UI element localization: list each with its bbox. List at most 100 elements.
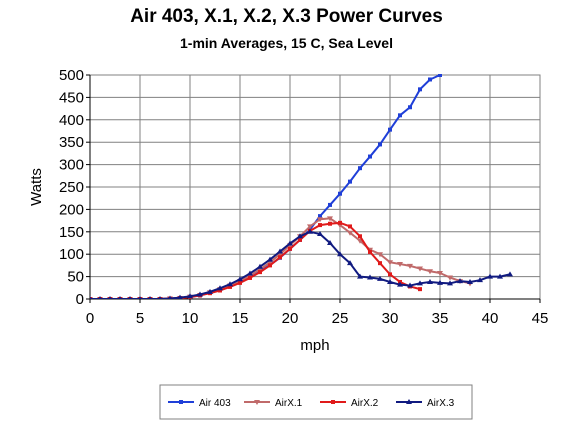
data-point-airx-3 — [247, 270, 253, 276]
y-tick-label: 300 — [59, 157, 84, 174]
legend-item-airx-3: AirX.3 — [396, 398, 455, 409]
x-tick-label: 5 — [136, 310, 144, 327]
data-point-air-403 — [438, 74, 442, 77]
data-point-airx-2 — [348, 224, 352, 229]
data-point-air-403 — [328, 202, 332, 207]
data-point-airx-2 — [298, 237, 302, 242]
data-point-airx-1 — [447, 275, 453, 281]
data-point-airx-1 — [427, 269, 433, 275]
y-tick-label: 500 — [59, 67, 84, 84]
data-point-airx-3 — [187, 293, 193, 299]
data-point-airx-3 — [377, 275, 383, 281]
legend-item-airx-2: AirX.2 — [320, 398, 379, 409]
data-point-airx-2 — [258, 270, 262, 275]
data-point-airx-2 — [418, 287, 422, 292]
data-point-airx-2 — [248, 275, 252, 280]
y-tick-label: 100 — [59, 246, 84, 263]
data-point-airx-3 — [317, 231, 323, 237]
series-layer — [90, 74, 513, 299]
data-point-airx-2 — [358, 234, 362, 239]
data-point-airx-3 — [457, 278, 463, 284]
legend-label: Air 403 — [199, 398, 231, 409]
data-point-airx-3 — [128, 296, 132, 299]
y-tick-label: 0 — [76, 291, 84, 308]
data-point-air-403 — [358, 166, 362, 171]
data-point-airx-3 — [357, 273, 363, 279]
data-point-airx-3 — [327, 240, 333, 245]
data-point-airx-3 — [237, 276, 243, 282]
data-point-airx-2 — [378, 261, 382, 266]
data-point-air-403 — [408, 105, 412, 110]
data-point-airx-2 — [368, 249, 372, 254]
series-airx-3 — [90, 228, 513, 299]
data-point-air-403 — [388, 127, 392, 132]
data-point-airx-3 — [487, 273, 493, 279]
x-tick-label: 45 — [532, 310, 549, 327]
data-point-airx-2 — [278, 255, 282, 260]
data-point-airx-3 — [407, 282, 413, 288]
data-point-airx-3 — [427, 278, 433, 284]
data-point-airx-3 — [257, 263, 263, 269]
data-point-airx-3 — [227, 281, 233, 287]
y-tick-label: 200 — [59, 201, 84, 218]
data-point-airx-3 — [138, 296, 142, 299]
data-point-airx-3 — [477, 277, 483, 283]
data-point-airx-3 — [197, 291, 203, 297]
data-point-air-403 — [398, 113, 402, 118]
data-point-airx-3 — [148, 296, 152, 299]
chart-title: Air 403, X.1, X.2, X.3 Power Curves — [130, 6, 443, 27]
data-point-airx-3 — [397, 281, 403, 287]
data-point-airx-3 — [507, 271, 513, 277]
y-tick-label: 450 — [59, 89, 84, 106]
data-point-airx-2 — [268, 263, 272, 268]
x-tick-label: 25 — [332, 310, 349, 327]
legend-swatch-marker — [179, 400, 183, 404]
chart-subtitle: 1-min Averages, 15 C, Sea Level — [180, 35, 393, 51]
legend-swatch-marker — [331, 400, 335, 404]
data-point-airx-1 — [417, 266, 423, 272]
data-point-airx-3 — [217, 285, 223, 291]
data-point-airx-3 — [437, 279, 443, 285]
data-point-airx-3 — [158, 296, 162, 299]
y-tick-label: 400 — [59, 112, 84, 129]
legend-label: AirX.2 — [351, 398, 379, 409]
x-tick-label: 10 — [182, 310, 199, 327]
data-point-airx-1 — [347, 230, 353, 236]
legend-swatch-marker — [254, 400, 260, 405]
data-point-airx-1 — [327, 216, 333, 222]
y-axis-title: Watts — [28, 168, 45, 206]
data-point-airx-3 — [497, 273, 503, 279]
x-tick-label: 35 — [432, 310, 449, 327]
data-point-airx-3 — [297, 233, 303, 239]
data-point-airx-3 — [307, 228, 313, 234]
data-point-airx-3 — [387, 278, 393, 284]
data-point-airx-2 — [288, 246, 292, 251]
data-point-airx-3 — [267, 256, 273, 262]
data-point-airx-3 — [118, 296, 122, 299]
data-point-air-403 — [428, 77, 432, 82]
series-line-airx-2 — [90, 221, 421, 299]
data-point-airx-3 — [347, 260, 353, 266]
data-point-airx-3 — [467, 278, 473, 284]
data-point-airx-3 — [447, 280, 453, 286]
y-tick-label: 350 — [59, 134, 84, 151]
data-point-airx-1 — [397, 262, 403, 268]
legend-item-airx-1: AirX.1 — [244, 398, 303, 409]
data-point-airx-2 — [218, 288, 222, 293]
data-point-airx-1 — [387, 260, 393, 266]
data-point-airx-2 — [338, 220, 342, 225]
data-point-airx-1 — [437, 271, 443, 277]
data-point-airx-3 — [337, 251, 343, 257]
data-point-airx-3 — [167, 295, 173, 299]
data-point-airx-3 — [108, 296, 112, 299]
data-point-airx-3 — [417, 280, 423, 286]
data-point-air-403 — [338, 191, 342, 196]
data-point-airx-3 — [177, 294, 183, 299]
data-point-airx-2 — [238, 280, 242, 285]
x-tick-label: 30 — [382, 310, 399, 327]
data-point-air-403 — [378, 142, 382, 147]
legend-item-air-403: Air 403 — [168, 398, 231, 409]
data-point-airx-3 — [287, 240, 293, 246]
legend-swatch-marker — [406, 399, 412, 404]
